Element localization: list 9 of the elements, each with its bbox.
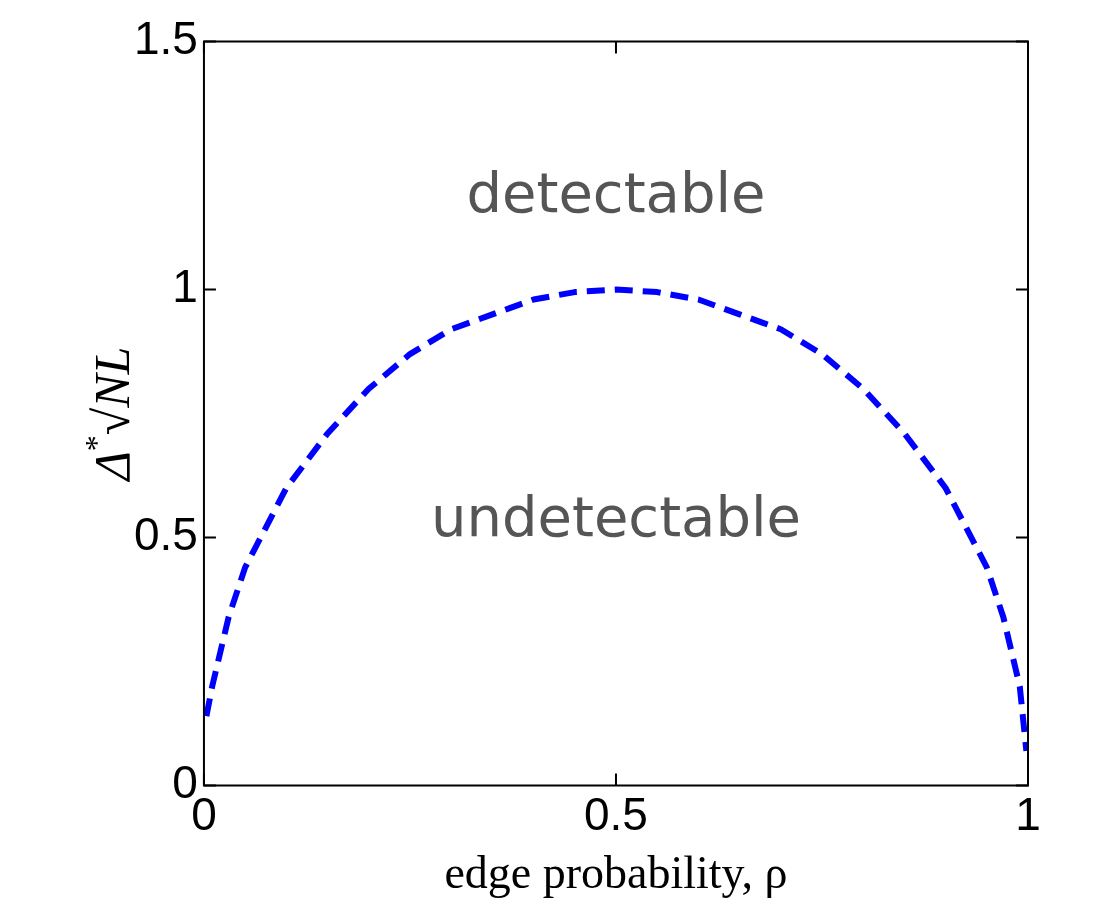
annotation: undetectable <box>430 484 801 550</box>
annotation: detectable <box>466 160 766 226</box>
x-tick-label: 0.5 <box>584 787 648 840</box>
x-axis-title: edge probability, ρ <box>444 847 788 899</box>
y-tick-label: 1.5 <box>133 12 198 65</box>
y-tick-label: 1 <box>172 260 198 313</box>
y-tick-label: 0.5 <box>133 508 198 561</box>
y-axis-title: Δ*√NL <box>78 346 140 483</box>
x-tick-label: 1 <box>1015 787 1041 840</box>
